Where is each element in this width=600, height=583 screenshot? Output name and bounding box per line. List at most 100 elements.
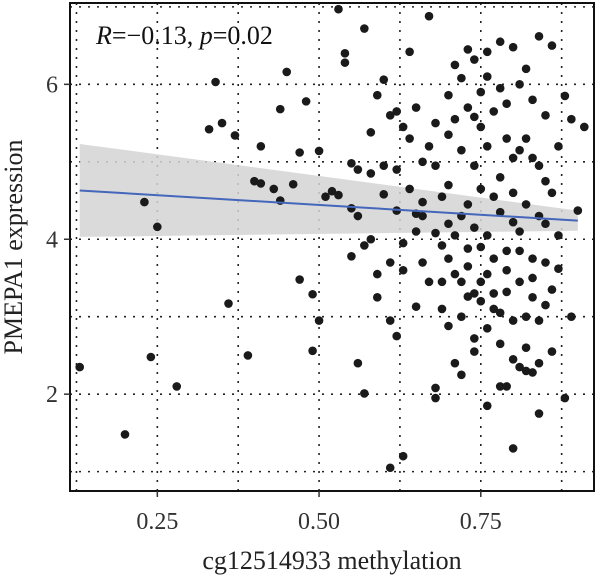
data-point-135: [528, 95, 537, 105]
data-point-90: [444, 90, 453, 100]
data-point-27: [321, 192, 330, 201]
data-point-56: [431, 393, 440, 403]
data-point-110: [502, 265, 511, 275]
data-point-137: [554, 142, 563, 151]
data-point-106: [450, 269, 460, 279]
data-point-21: [295, 148, 304, 157]
data-point-1: [120, 430, 130, 439]
data-point-63: [476, 296, 486, 306]
data-point-193: [470, 289, 479, 298]
data-point-100: [372, 293, 382, 302]
data-point-163: [411, 103, 421, 112]
data-point-29: [334, 4, 343, 14]
data-point-44: [385, 316, 395, 325]
data-point-101: [385, 258, 395, 267]
data-points: [75, 4, 589, 473]
data-point-191: [495, 308, 505, 318]
data-point-58: [444, 321, 453, 331]
data-point-48: [398, 451, 408, 461]
data-point-82: [547, 41, 557, 50]
data-point-74: [547, 347, 557, 356]
data-point-81: [560, 91, 570, 101]
data-point-124: [431, 161, 440, 170]
data-point-141: [495, 207, 505, 217]
data-point-192: [482, 269, 492, 279]
data-point-128: [379, 161, 389, 170]
data-point-169: [502, 134, 511, 143]
data-point-36: [353, 358, 363, 368]
data-point-140: [482, 231, 492, 240]
data-point-164: [398, 122, 408, 132]
data-point-34: [347, 159, 356, 168]
data-point-87: [482, 47, 492, 57]
data-point-152: [508, 316, 518, 325]
data-point-46: [392, 331, 401, 341]
data-point-130: [463, 103, 473, 112]
data-point-66: [495, 382, 505, 391]
data-point-134: [515, 80, 524, 89]
data-point-159: [476, 184, 486, 194]
data-point-0: [75, 362, 85, 372]
data-point-162: [424, 142, 434, 151]
data-point-62: [470, 334, 479, 343]
data-point-103: [411, 227, 421, 236]
data-point-38: [360, 24, 369, 33]
data-point-177: [444, 130, 453, 139]
data-point-57: [437, 277, 447, 287]
data-point-20: [295, 275, 304, 284]
data-point-107: [463, 244, 473, 253]
regression-line: [79, 189, 578, 222]
data-point-120: [482, 142, 492, 151]
data-point-76: [560, 393, 570, 403]
data-point-25: [314, 316, 324, 325]
data-point-30: [334, 190, 343, 200]
data-point-186: [541, 219, 550, 229]
data-point-116: [534, 161, 544, 170]
data-point-6: [204, 124, 214, 134]
data-point-49: [398, 265, 408, 275]
data-point-119: [495, 172, 505, 182]
data-point-158: [489, 192, 499, 201]
data-point-143: [521, 200, 531, 209]
data-point-118: [508, 153, 518, 163]
data-point-131: [476, 87, 486, 97]
data-point-188: [534, 316, 544, 325]
r-symbol: R: [95, 21, 112, 50]
data-point-43: [379, 75, 389, 84]
data-point-174: [495, 83, 505, 93]
y-tick-label-0: 2: [46, 382, 58, 408]
data-point-151: [495, 339, 505, 349]
data-point-147: [418, 258, 427, 267]
data-point-102: [398, 238, 408, 248]
data-point-136: [541, 111, 550, 120]
data-point-173: [508, 188, 518, 198]
y-tick-label-1: 4: [46, 227, 58, 253]
data-point-179: [450, 231, 460, 240]
data-point-2: [140, 197, 149, 207]
data-point-17: [275, 104, 285, 114]
data-point-50: [405, 47, 414, 57]
data-point-28: [327, 186, 337, 196]
data-point-15: [269, 184, 279, 194]
data-point-32: [340, 58, 350, 67]
data-point-189: [521, 366, 531, 376]
data-point-156: [515, 277, 524, 287]
data-point-148: [457, 312, 466, 322]
data-point-84: [521, 64, 531, 74]
x-tick-label-1: 0.50: [298, 509, 340, 535]
data-point-178: [437, 304, 447, 314]
y-axis-label: PMEPA1 expression: [0, 139, 28, 354]
data-point-109: [489, 254, 499, 263]
data-point-195: [444, 254, 453, 263]
data-point-39: [366, 128, 376, 137]
data-point-24: [308, 346, 317, 356]
y-tick-label-2: 6: [46, 72, 58, 98]
data-point-187: [547, 285, 557, 294]
data-point-73: [541, 300, 550, 310]
data-point-183: [502, 246, 511, 256]
data-point-67: [502, 287, 511, 297]
p-symbol: p: [198, 21, 213, 50]
data-point-176: [470, 112, 479, 122]
x-tick-label-0: 0.25: [136, 509, 178, 535]
data-point-22: [301, 97, 311, 106]
